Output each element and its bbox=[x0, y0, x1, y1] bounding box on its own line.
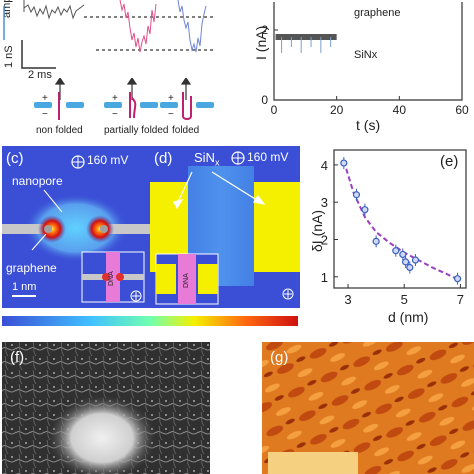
data-point-9 bbox=[453, 275, 462, 283]
chart-b-frame bbox=[273, 2, 463, 101]
label-graphene: graphene bbox=[354, 7, 401, 19]
trace-folded bbox=[177, 0, 207, 53]
colorbar bbox=[2, 316, 298, 326]
x-tick-label-b-2: 40 bbox=[393, 103, 407, 117]
state-partially-folded: partially folded bbox=[104, 125, 169, 136]
panel-d-material: SiNx bbox=[194, 151, 219, 168]
data-point-7 bbox=[406, 263, 414, 272]
data-point-1 bbox=[352, 191, 361, 199]
panel-c: (c) 160 mV nanopore graphene 1 nm DNA bbox=[2, 146, 150, 308]
data-point-3 bbox=[372, 237, 380, 245]
panel-f-micrograph bbox=[2, 342, 210, 474]
sign-plus-1: + bbox=[42, 93, 48, 104]
series-band-0 bbox=[275, 34, 337, 40]
scale-x-label: 2 ms bbox=[28, 69, 52, 81]
panel-a-traces bbox=[3, 0, 216, 53]
panel-a-schematics bbox=[34, 92, 214, 120]
panel-d: (d) SiNx 160 mV DNA bbox=[150, 146, 300, 308]
sign-minus-3: − bbox=[168, 109, 174, 120]
sign-minus-1: − bbox=[42, 109, 48, 120]
panel-a: amp 1 nS 2 ms bbox=[0, 0, 240, 140]
sign-minus-2: − bbox=[112, 109, 118, 120]
panel-c-label: (c) bbox=[6, 150, 24, 167]
panel-c-voltage: 160 mV bbox=[87, 153, 129, 167]
x-tick-label-b-1: 20 bbox=[330, 103, 344, 117]
panel-d-voltage: 160 mV bbox=[247, 150, 289, 164]
state-folded: folded bbox=[172, 125, 200, 136]
material-name: SiN bbox=[194, 150, 215, 165]
x-tick-label-e-0: 3 bbox=[344, 292, 351, 307]
panel-b: I (nA) graphene SiNx 0 20 40 60 0 2 t (s) bbox=[240, 0, 474, 140]
panel-b-xlabel: t (s) bbox=[356, 117, 381, 133]
y-tick-label-e-0: 1 bbox=[321, 270, 328, 285]
chart-e-frame bbox=[333, 149, 467, 289]
data-point-6 bbox=[402, 258, 410, 266]
voltage-icon-c bbox=[71, 155, 85, 169]
panel-e-label: (e) bbox=[440, 153, 459, 170]
label-graphene-c: graphene bbox=[6, 261, 57, 275]
label-sinx: SiNx bbox=[354, 49, 378, 61]
panel-f-label: (f) bbox=[10, 349, 25, 366]
x-tick-label-e-2: 7 bbox=[457, 292, 464, 307]
panel-a-scale-bar bbox=[21, 40, 56, 69]
data-point-2 bbox=[361, 206, 369, 214]
voltage-icon-d bbox=[231, 151, 245, 165]
trace-partially-folded bbox=[119, 0, 157, 53]
scale-label-c: 1 nm bbox=[12, 281, 37, 293]
sign-plus-3: + bbox=[168, 93, 174, 104]
schematic-folded bbox=[160, 92, 214, 120]
panel-g-afm bbox=[262, 342, 474, 474]
trace-non-folded bbox=[23, 4, 85, 20]
label-nanopore: nanopore bbox=[12, 174, 63, 188]
panel-g: (g) bbox=[262, 342, 474, 474]
data-point-4 bbox=[392, 247, 400, 255]
chart-b: 0 20 40 60 0 2 bbox=[261, 2, 469, 117]
data-point-0 bbox=[340, 159, 348, 167]
dna-label-c: DNA bbox=[108, 271, 115, 286]
panel-f: (f) bbox=[2, 342, 210, 474]
x-tick-label-b-3: 60 bbox=[455, 103, 469, 117]
schematic-partially-folded bbox=[104, 92, 158, 119]
y-tick-label-e-1: 2 bbox=[321, 233, 328, 248]
panel-d-simulation bbox=[150, 146, 300, 308]
y-tick-label-b-1: 2 bbox=[261, 23, 268, 37]
dna-label-d: DNA bbox=[183, 273, 190, 288]
panel-a-arrows bbox=[54, 78, 192, 100]
y-tick-label-e-3: 4 bbox=[321, 158, 328, 173]
panel-g-label: (g) bbox=[270, 349, 289, 366]
state-non-folded: non folded bbox=[36, 125, 83, 136]
sign-plus-2: + bbox=[112, 93, 118, 104]
x-tick-label-b-0: 0 bbox=[271, 103, 278, 117]
y-tick-label-b-0: 0 bbox=[261, 93, 268, 107]
material-sub: x bbox=[214, 157, 220, 168]
chart-e: 3 5 7 1 2 3 4 bbox=[321, 149, 467, 307]
data-point-8 bbox=[411, 256, 420, 264]
panel-e-xlabel: d (nm) bbox=[388, 309, 429, 325]
y-tick-label-e-2: 3 bbox=[321, 195, 328, 210]
schematic-non-folded bbox=[34, 92, 84, 120]
panel-d-label: (d) bbox=[154, 150, 173, 167]
x-tick-label-e-1: 5 bbox=[401, 292, 408, 307]
panel-c-simulation bbox=[2, 146, 150, 308]
scale-y-label: 1 nS bbox=[3, 45, 15, 68]
data-point-5 bbox=[399, 250, 407, 259]
